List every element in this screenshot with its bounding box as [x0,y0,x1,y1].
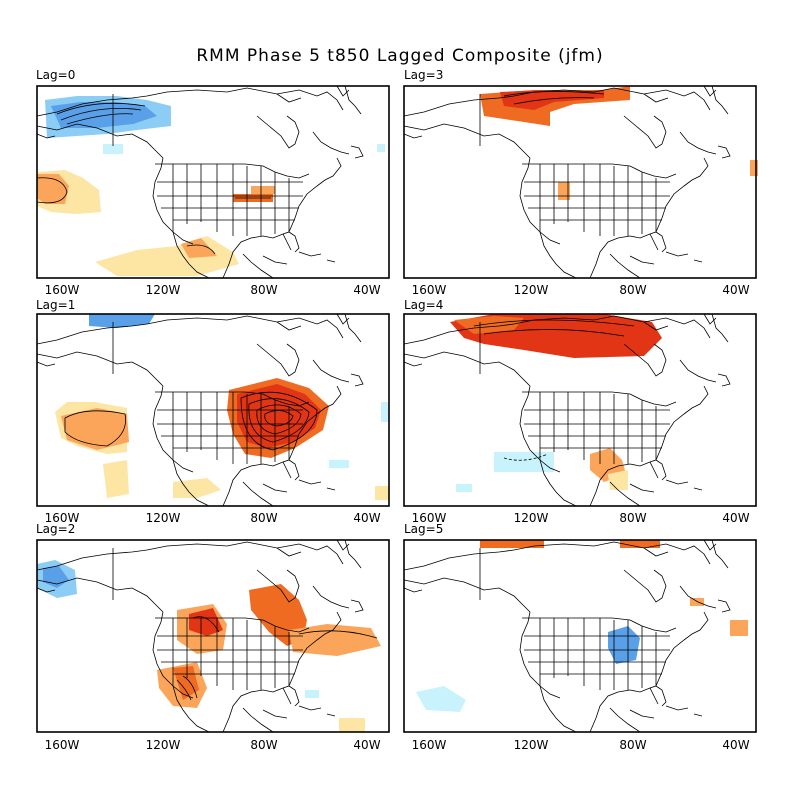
panel-label-lag-4: Lag=4 [404,298,444,312]
lon-label-120w: 120W [145,511,181,525]
anomaly-shading [416,540,748,712]
lon-label-160w: 160W [411,511,447,525]
panel-frame [403,539,757,733]
lon-label-160w: 160W [44,283,80,297]
lon-label-120w: 120W [513,283,549,297]
panel-label-lag-2: Lag=2 [36,522,76,536]
anomaly-shading [450,314,662,492]
panel-lag-3 [403,85,758,279]
panel-frame [36,85,390,279]
lon-label-80w: 80W [619,738,647,752]
anomaly-shading [55,314,389,500]
lon-label-160w: 160W [44,511,80,525]
anomaly-shading [37,560,381,732]
lon-label-80w: 80W [250,283,278,297]
lon-label-40w: 40W [353,738,381,752]
contour-lines [503,91,605,105]
panel-frame [36,539,390,733]
lon-label-80w: 80W [250,738,278,752]
contour-lines [64,391,318,451]
lon-label-40w: 40W [722,283,750,297]
panel-label-lag-1: Lag=1 [36,298,76,312]
lon-label-40w: 40W [722,738,750,752]
panel-lag-5 [403,539,757,733]
lon-label-160w: 160W [411,283,447,297]
figure-title: RMM Phase 5 t850 Lagged Composite (jfm) [196,46,604,66]
lon-label-40w: 40W [722,511,750,525]
panel-lag-4 [403,313,757,507]
panel-lag-1 [36,313,390,507]
lon-label-40w: 40W [353,283,381,297]
panel-label-lag-0: Lag=0 [36,68,76,82]
lon-label-120w: 120W [145,738,181,752]
lon-label-160w: 160W [44,738,80,752]
panel-label-lag-3: Lag=3 [404,68,444,82]
lon-label-120w: 120W [145,283,181,297]
lon-label-160w: 160W [411,738,447,752]
lon-label-80w: 80W [250,511,278,525]
lon-label-80w: 80W [619,511,647,525]
lon-label-80w: 80W [619,283,647,297]
panel-label-lag-5: Lag=5 [404,522,444,536]
contour-lines [36,102,271,255]
panel-frame [403,313,757,507]
lon-label-120w: 120W [513,738,549,752]
contour-lines [473,319,635,461]
panel-frame [403,85,757,279]
panel-frame [36,313,390,507]
lon-label-120w: 120W [513,511,549,525]
panel-lag-0 [36,85,390,279]
anomaly-shading [37,96,385,276]
lon-label-40w: 40W [353,511,381,525]
anomaly-shading [480,86,758,200]
panel-lag-2 [36,539,390,733]
